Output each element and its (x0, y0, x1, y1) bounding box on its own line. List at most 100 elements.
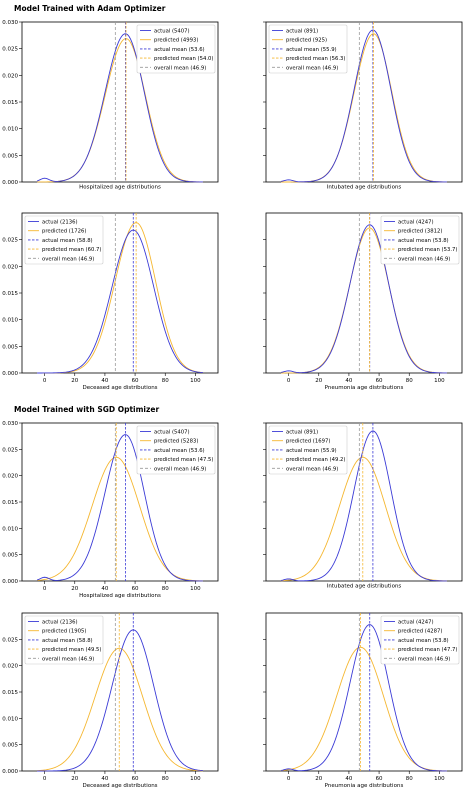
series-line-predicted (281, 456, 447, 582)
x-axis-label: Intubated age distributions (327, 185, 402, 191)
legend-label: overall mean (46.9) (154, 65, 206, 71)
y-tick-label: 0.015 (2, 291, 18, 297)
legend: actual (2136) predicted (1726) actual mean… (24, 215, 104, 265)
chart-adam-pneumonia: 0 20 40 60 80 100 Pneumonia age distributions a… (263, 212, 463, 391)
series-line-actual (37, 629, 203, 772)
legend: actual (891) predicted (925) actual mean (… (268, 24, 348, 74)
y-tick-label: 0.010 (2, 127, 18, 133)
x-tick-label: 100 (190, 776, 201, 782)
x-tick-label: 20 (315, 378, 322, 384)
y-tick-label: 0.020 (2, 73, 18, 79)
legend-label: actual mean (53.8) (398, 638, 449, 644)
legend-label: actual (891) (286, 430, 318, 436)
legend-label: predicted mean (54.0) (154, 56, 213, 62)
series-line-predicted (37, 456, 203, 582)
chart-adam-hospitalized: 0.000 0.005 0.010 0.015 0.020 0.025 0.030 Hospi… (2, 20, 219, 191)
legend-box (24, 615, 104, 665)
y-tick-label: 0.030 (2, 20, 18, 26)
legend-label: predicted (1726) (42, 229, 86, 235)
x-tick-label: 20 (315, 776, 322, 782)
legend: actual (4247) predicted (4287) actual mean… (380, 615, 460, 665)
legend: actual (4247) predicted (3812) actual mean… (380, 215, 460, 265)
series-line-actual (36, 434, 203, 582)
x-tick-label: 40 (101, 586, 108, 592)
x-tick-label: 0 (287, 776, 291, 782)
y-tick-label: 0.010 (2, 318, 18, 324)
legend-label: predicted mean (49.2) (286, 457, 345, 463)
x-tick-label: 80 (162, 586, 169, 592)
y-tick-label: 0.010 (2, 526, 18, 532)
series-line-actual (36, 33, 203, 183)
series-line-actual (280, 224, 447, 374)
legend-label: predicted (4287) (398, 629, 442, 635)
legend-label: predicted (4993) (154, 38, 198, 44)
x-tick-label: 0 (43, 586, 47, 592)
y-tick-label: 0.020 (2, 474, 18, 480)
legend-label: actual mean (58.8) (42, 638, 93, 644)
legend-label: predicted (3812) (398, 229, 442, 235)
legend: actual (2136) predicted (1905) actual mean… (24, 615, 104, 665)
legend-box (24, 215, 104, 265)
series-line-actual (280, 29, 447, 183)
legend-label: predicted mean (49.5) (42, 647, 101, 653)
legend-label: actual (5407) (154, 29, 190, 35)
legend-label: actual (4247) (398, 620, 434, 626)
legend: actual (5407) predicted (4993) actual mean… (136, 24, 216, 74)
y-tick-label: 0.015 (2, 100, 18, 106)
series-line-actual (280, 430, 447, 582)
x-tick-label: 100 (434, 378, 445, 384)
y-tick-label: 0.025 (2, 637, 18, 643)
y-tick-label: 0.025 (2, 47, 18, 53)
legend-label: actual (5407) (154, 430, 190, 436)
y-tick-label: 0.030 (2, 421, 18, 427)
chart-sgd-deceased: 0.000 0.005 0.010 0.015 0.020 0.025 0 20 40 60 80 1… (2, 612, 219, 789)
x-tick-label: 20 (71, 586, 78, 592)
legend-box (380, 615, 460, 665)
x-axis-label: Deceased age distributions (82, 783, 157, 789)
section-title-adam: Model Trained with Adam Optimizer (14, 4, 166, 13)
legend-box (136, 425, 216, 475)
legend-box (380, 215, 460, 265)
x-axis-label: Intubated age distributions (327, 584, 402, 590)
series-line-predicted (37, 647, 203, 772)
x-tick-label: 60 (132, 586, 139, 592)
y-tick-label: 0.025 (2, 447, 18, 453)
legend-box (136, 24, 216, 74)
x-tick-label: 0 (43, 378, 47, 384)
legend-box (268, 24, 348, 74)
y-tick-label: 0.025 (2, 238, 18, 244)
legend-label: predicted mean (47.5) (154, 457, 213, 463)
x-tick-label: 60 (376, 378, 383, 384)
legend-label: actual mean (55.9) (286, 47, 337, 53)
series-line-actual (37, 229, 203, 374)
x-tick-label: 60 (132, 776, 139, 782)
x-tick-label: 40 (345, 776, 352, 782)
legend-label: overall mean (46.9) (398, 656, 450, 662)
legend-label: overall mean (46.9) (398, 256, 450, 262)
x-tick-label: 80 (162, 378, 169, 384)
chart-sgd-hospitalized: 0.000 0.005 0.010 0.015 0.020 0.025 0.030 0 20 40… (2, 421, 219, 599)
x-tick-label: 0 (43, 776, 47, 782)
legend: actual (891) predicted (1697) actual mean … (268, 425, 348, 475)
y-tick-label: 0.005 (2, 553, 18, 559)
x-tick-label: 100 (434, 776, 445, 782)
x-tick-label: 80 (162, 776, 169, 782)
legend-label: overall mean (46.9) (154, 466, 206, 472)
legend-label: actual mean (53.8) (398, 238, 449, 244)
legend-label: overall mean (46.9) (42, 656, 94, 662)
x-tick-label: 80 (406, 776, 413, 782)
x-tick-label: 0 (287, 378, 291, 384)
x-axis-label: Pneumonia age distributions (325, 385, 404, 391)
x-axis-label: Deceased age distributions (82, 385, 157, 391)
legend-label: actual mean (53.6) (154, 47, 205, 53)
legend-label: overall mean (46.9) (42, 256, 94, 262)
legend: actual (5407) predicted (5283) actual mean… (136, 425, 216, 475)
x-axis-label: Hospitalized age distributions (79, 593, 161, 599)
legend-label: predicted (1905) (42, 629, 86, 635)
y-tick-label: 0.020 (2, 264, 18, 270)
x-tick-label: 80 (406, 378, 413, 384)
legend-label: actual mean (58.8) (42, 238, 93, 244)
chart-sgd-intubated: Intubated age distributions actual (891) p… (263, 422, 463, 590)
y-tick-label: 0.005 (2, 743, 18, 749)
